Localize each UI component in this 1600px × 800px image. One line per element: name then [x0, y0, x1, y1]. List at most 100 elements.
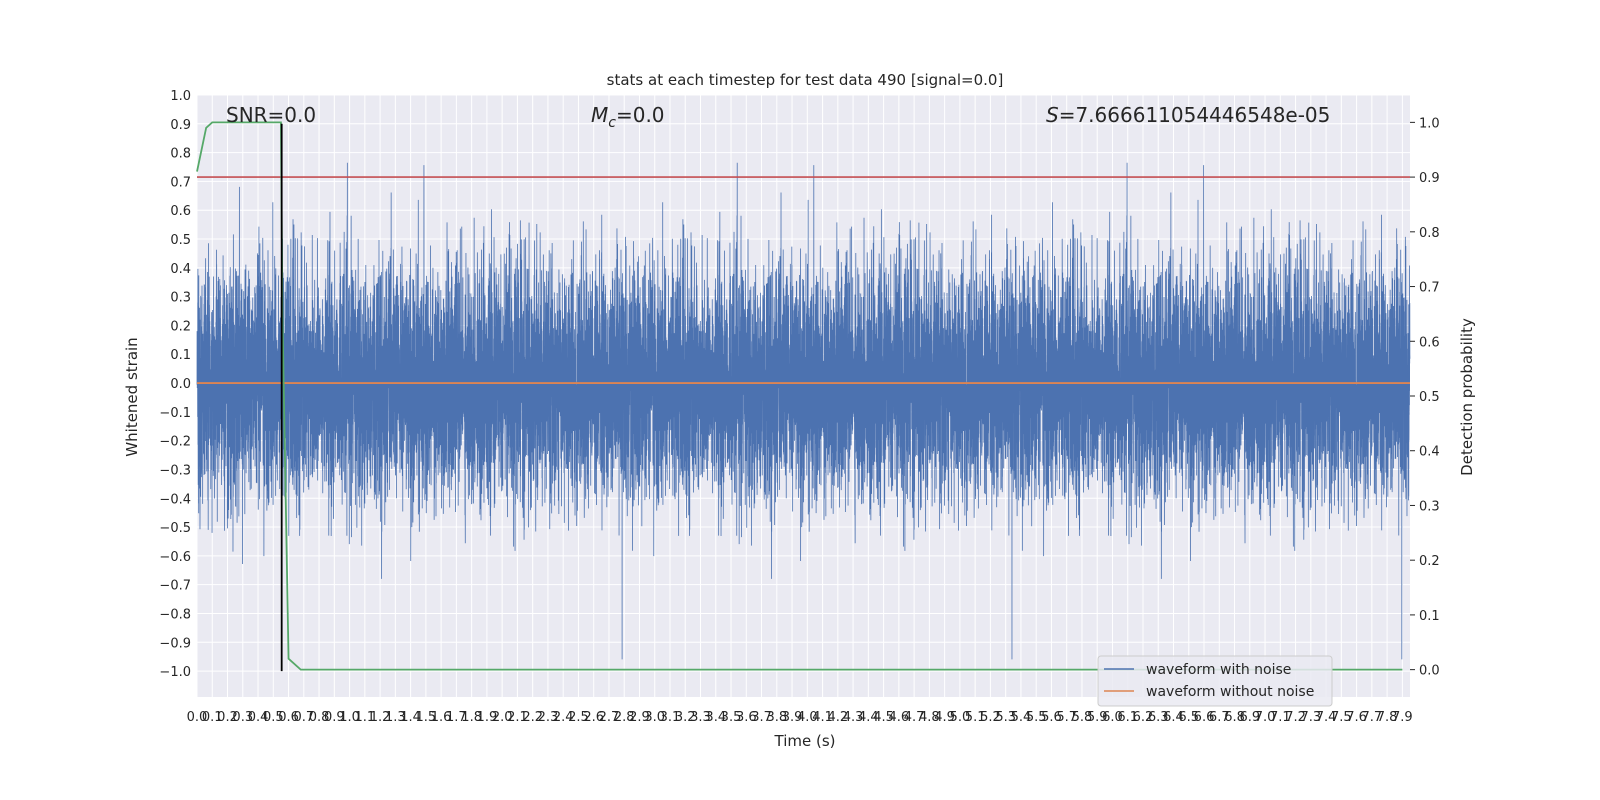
y-left-axis-label: Whitened strain — [123, 337, 141, 456]
x-tick-label: 3.3 — [690, 710, 711, 725]
x-tick-label: 4.7 — [904, 710, 925, 725]
x-tick-label: 7.3 — [1300, 710, 1321, 725]
x-tick-label: 5.4 — [1011, 710, 1032, 725]
x-tick-label: 7.8 — [1377, 710, 1398, 725]
x-tick-label: 2.4 — [553, 710, 574, 725]
x-tick-label: 1.0 — [339, 710, 360, 725]
s-statistic-symbol: S — [1046, 103, 1059, 127]
y-left-tick-label: −0.2 — [159, 435, 191, 450]
x-tick-label: 0.3 — [232, 710, 253, 725]
y-left-ticks: −1.0 −0.9 −0.8 −0.7 −0.6 −0.5 −0.4 −0.3 −0.2 −0.1… — [159, 89, 191, 680]
x-tick-label: 1.3 — [385, 710, 406, 725]
x-tick-label: 1.5 — [416, 710, 437, 725]
x-tick-label: 0.4 — [248, 710, 269, 725]
x-tick-label: 3.9 — [782, 710, 803, 725]
x-tick-label: 7.6 — [1346, 710, 1367, 725]
x-tick-label: 2.6 — [583, 710, 604, 725]
x-tick-label: 4.1 — [812, 710, 833, 725]
y-right-tick-label: 0.3 — [1419, 499, 1440, 514]
x-tick-label: 7.1 — [1270, 710, 1291, 725]
y-left-tick-label: 0.6 — [170, 204, 191, 219]
y-right-tick-label: 0.9 — [1419, 171, 1440, 186]
y-right-axis-label: Detection probability — [1458, 318, 1476, 476]
y-left-tick-label: −1.0 — [159, 665, 191, 680]
y-right-tick-label: 0.5 — [1419, 390, 1440, 405]
x-tick-label: 6.8 — [1224, 710, 1245, 725]
y-right-tick-label: 0.7 — [1419, 281, 1440, 296]
x-tick-label: 0.9 — [324, 710, 345, 725]
y-left-tick-label: −0.1 — [159, 406, 191, 421]
x-tick-label: 4.2 — [827, 710, 848, 725]
y-left-tick-label: −0.9 — [159, 636, 191, 651]
y-left-tick-label: −0.6 — [159, 550, 191, 565]
x-tick-label: 6.5 — [1178, 710, 1199, 725]
y-left-tick-label: 0.2 — [170, 319, 191, 334]
x-tick-label: 7.2 — [1285, 710, 1306, 725]
chirp-mass-subscript: c — [608, 115, 616, 131]
x-tick-label: 2.5 — [568, 710, 589, 725]
x-tick-label: 0.0 — [187, 710, 208, 725]
chirp-mass-annotation: Mc=0.0 — [591, 103, 665, 131]
x-tick-label: 7.9 — [1392, 710, 1413, 725]
x-tick-label: 4.6 — [889, 710, 910, 725]
x-tick-label: 3.2 — [675, 710, 696, 725]
x-tick-label: 5.5 — [1026, 710, 1047, 725]
x-tick-label: 5.1 — [965, 710, 986, 725]
y-left-tick-label: −0.5 — [159, 521, 191, 536]
x-tick-label: 4.5 — [873, 710, 894, 725]
x-tick-label: 5.8 — [1072, 710, 1093, 725]
x-tick-label: 2.0 — [492, 710, 513, 725]
x-tick-label: 2.1 — [507, 710, 528, 725]
snr-annotation: SNR=0.0 — [226, 103, 316, 127]
x-tick-label: 5.9 — [1087, 710, 1108, 725]
x-tick-label: 0.8 — [309, 710, 330, 725]
x-tick-label: 6.2 — [1133, 710, 1154, 725]
x-tick-label: 3.0 — [644, 710, 665, 725]
x-tick-label: 4.4 — [858, 710, 879, 725]
x-tick-label: 7.0 — [1255, 710, 1276, 725]
chirp-mass-symbol: M — [591, 103, 608, 127]
x-tick-label: 6.1 — [1117, 710, 1138, 725]
y-right-tick-label: 0.4 — [1419, 445, 1440, 460]
series-waveform-with-noise — [196, 162, 1411, 660]
y-left-tick-label: 0.9 — [170, 118, 191, 133]
x-tick-label: 5.7 — [1056, 710, 1077, 725]
x-tick-label: 1.7 — [446, 710, 467, 725]
y-right-tick-label: 0.0 — [1419, 664, 1440, 679]
y-right-tick-label: 0.2 — [1419, 554, 1440, 569]
y-left-tick-label: 0.8 — [170, 147, 191, 162]
chart-title: stats at each timestep for test data 490… — [607, 71, 1004, 89]
y-left-tick-label: 0.4 — [170, 262, 191, 277]
x-tick-label: 4.9 — [934, 710, 955, 725]
x-tick-label: 5.2 — [980, 710, 1001, 725]
x-tick-label: 2.9 — [629, 710, 650, 725]
x-tick-label: 5.3 — [995, 710, 1016, 725]
x-tick-label: 4.8 — [919, 710, 940, 725]
y-left-tick-label: −0.3 — [159, 463, 191, 478]
chart-lines — [196, 121, 1410, 672]
x-tick-label: 0.7 — [293, 710, 314, 725]
x-tick-label: 6.9 — [1239, 710, 1260, 725]
legend-label-clean: waveform without noise — [1146, 684, 1314, 700]
x-tick-label: 3.1 — [660, 710, 681, 725]
legend-box — [1097, 655, 1333, 707]
y-left-tick-label: 0.0 — [170, 377, 191, 392]
x-tick-label: 2.8 — [614, 710, 635, 725]
noise-series — [196, 162, 1411, 660]
x-tick-label: 0.5 — [263, 710, 284, 725]
x-tick-label: 3.6 — [736, 710, 757, 725]
x-tick-label: 4.0 — [797, 710, 818, 725]
x-tick-label: 6.4 — [1163, 710, 1184, 725]
x-tick-label: 6.6 — [1194, 710, 1215, 725]
x-tick-label: 3.4 — [705, 710, 726, 725]
legend-label-noise: waveform with noise — [1146, 662, 1291, 678]
x-tick-label: 2.7 — [599, 710, 620, 725]
x-tick-label: 1.8 — [461, 710, 482, 725]
y-left-tick-label: 0.1 — [170, 348, 191, 363]
x-tick-label: 2.2 — [522, 710, 543, 725]
chirp-mass-value: =0.0 — [616, 103, 665, 127]
y-right-tick-label: 1.0 — [1419, 116, 1440, 131]
y-right-tick-label: 0.1 — [1419, 609, 1440, 624]
x-tick-label: 6.0 — [1102, 710, 1123, 725]
